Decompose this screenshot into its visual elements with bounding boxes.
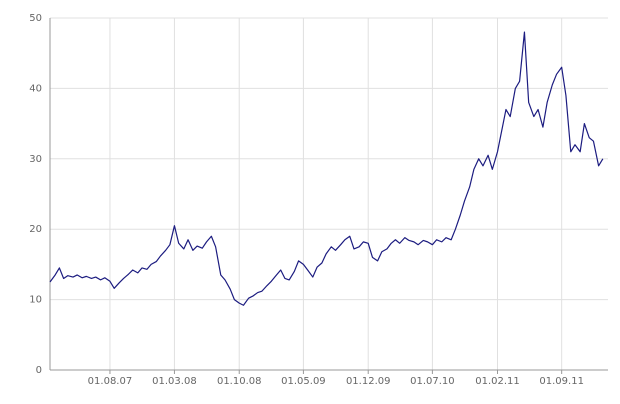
y-tick-label: 10 <box>29 295 42 306</box>
y-tick-label: 20 <box>29 224 42 235</box>
x-tick-label: 01.05.09 <box>281 376 326 387</box>
x-tick-label: 01.07.10 <box>410 376 455 387</box>
x-tick-label: 01.12.09 <box>346 376 391 387</box>
x-tick-label: 01.09.11 <box>539 376 584 387</box>
price-line <box>49 31 604 306</box>
y-tick-label: 50 <box>29 13 42 24</box>
y-tick-label: 40 <box>29 83 42 94</box>
x-tick-label: 01.02.11 <box>475 376 520 387</box>
y-tick-label: 0 <box>36 365 42 376</box>
x-tick-label: 01.03.08 <box>152 376 197 387</box>
x-tick-label: 01.10.08 <box>217 376 262 387</box>
y-tick-label: 30 <box>29 154 42 165</box>
x-tick-label: 01.08.07 <box>88 376 133 387</box>
